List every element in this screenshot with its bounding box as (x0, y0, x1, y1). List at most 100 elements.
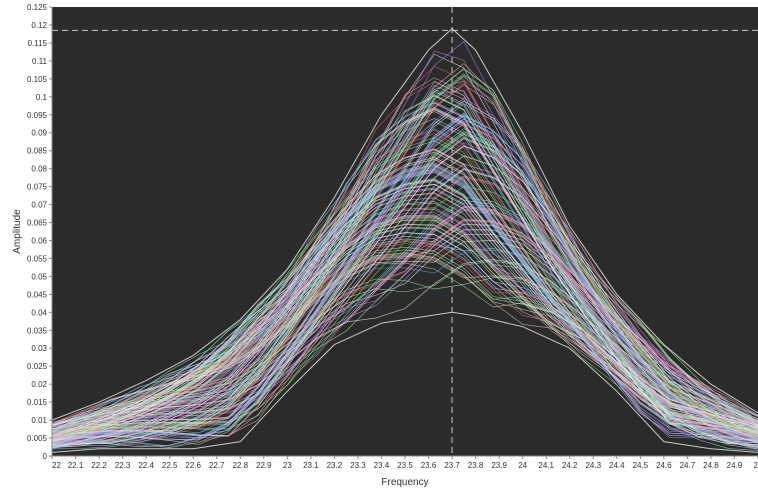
x-tick-label: 22.4 (138, 461, 154, 470)
x-tick-label: 23.5 (397, 461, 413, 470)
y-tick-label: 0.03 (31, 344, 47, 353)
y-tick-label: 0.085 (27, 147, 48, 156)
x-tick-label: 24.4 (609, 461, 625, 470)
x-tick-label: 23.8 (468, 461, 484, 470)
series-line (51, 243, 758, 435)
x-axis-title: Frequency (381, 477, 428, 488)
x-tick-label: 24.7 (680, 461, 696, 470)
y-tick-label: 0 (43, 452, 48, 461)
series-line (51, 216, 758, 432)
series-line (51, 41, 758, 441)
x-tick-label: 22.7 (209, 461, 225, 470)
x-tick-label: 23 (283, 461, 292, 470)
series-line (51, 148, 758, 444)
x-tick-label: 24.2 (562, 461, 578, 470)
x-tick-label: 22.2 (91, 461, 107, 470)
series-line (51, 145, 758, 426)
y-tick-label: 0.02 (31, 380, 47, 389)
series-line (51, 219, 758, 442)
x-tick-label: 22.3 (115, 461, 131, 470)
y-tick-label: 0.045 (27, 290, 48, 299)
x-tick-label: 23.9 (491, 461, 507, 470)
series-line (51, 107, 758, 448)
x-tick-label: 24.9 (727, 461, 743, 470)
x-tick-label: 22.8 (232, 461, 248, 470)
series-line (51, 111, 758, 448)
series-line (51, 232, 758, 434)
series-line (51, 118, 758, 444)
series-line (51, 101, 758, 445)
series-line (51, 169, 758, 423)
series-line (51, 91, 758, 449)
series-line (51, 196, 758, 435)
x-tick-label: 22.5 (162, 461, 178, 470)
x-tick-label: 24.5 (633, 461, 649, 470)
x-tick-label: 22.9 (256, 461, 272, 470)
y-tick-label: 0.015 (27, 398, 48, 407)
y-tick-label: 0.025 (27, 362, 48, 371)
y-tick-label: 0.09 (31, 129, 47, 138)
y-tick-label: 0.105 (27, 75, 48, 84)
series-line (51, 219, 758, 425)
series-line (51, 120, 758, 449)
series-line (51, 224, 758, 439)
x-tick-label: 23.1 (303, 461, 319, 470)
series-line (51, 156, 758, 437)
x-tick-label: 23.2 (327, 461, 343, 470)
series-line (51, 220, 758, 425)
series-line (51, 218, 758, 445)
series-line (51, 115, 758, 447)
series-line (51, 108, 758, 448)
y-tick-label: 0.12 (31, 21, 47, 30)
y-tick-label: 0.01 (31, 416, 47, 425)
series-line (51, 130, 758, 441)
series-line (51, 155, 758, 426)
y-tick-label: 0.115 (28, 39, 48, 48)
series-line (51, 97, 758, 437)
series-line (51, 169, 758, 450)
series-line (51, 199, 758, 425)
y-tick-label: 0.08 (31, 165, 47, 174)
series-line (51, 249, 758, 429)
y-tick-label: 0.06 (31, 236, 47, 245)
series-line (51, 149, 758, 442)
envelope-upper-line (51, 27, 758, 421)
y-axis-title: Amplitude (12, 209, 23, 254)
x-tick-label: 23.4 (374, 461, 390, 470)
y-tick-label: 0.055 (27, 254, 48, 263)
series-line (51, 167, 758, 447)
x-tick-label: 24.1 (538, 461, 554, 470)
series-line (51, 82, 758, 447)
series-line (51, 165, 758, 441)
x-tick-label: 22 (52, 461, 61, 470)
y-tick-label: 0.05 (31, 272, 47, 281)
y-tick-label: 0.11 (32, 57, 48, 66)
series-line (51, 210, 758, 428)
envelope-lower-line (51, 311, 758, 453)
series-line (51, 95, 758, 446)
x-tick-label: 24.6 (656, 461, 672, 470)
series-line (51, 166, 758, 446)
series-line (51, 224, 758, 431)
x-tick-label: 24.8 (703, 461, 719, 470)
y-tick-label: 0.1 (36, 93, 48, 102)
series-line (51, 183, 758, 438)
x-tick-label: 23.7 (444, 461, 460, 470)
series-line (51, 255, 758, 432)
series-line (51, 254, 758, 435)
y-tick-label: 0.035 (27, 326, 48, 335)
x-tick-label: 22.1 (68, 461, 84, 470)
series-layer (51, 27, 758, 453)
x-tick-label: 23.3 (350, 461, 366, 470)
x-tick-label: 23.6 (421, 461, 437, 470)
axis-layer: 0 0.005 0.01 0.015 0.02 0.025 0.03 0.035 0.04 0.0… (27, 3, 758, 470)
series-line (51, 215, 758, 434)
series-line (51, 145, 758, 441)
x-tick-label: 2 (754, 461, 758, 470)
y-tick-label: 0.095 (27, 111, 48, 120)
y-tick-label: 0.065 (27, 219, 48, 228)
y-tick-label: 0.005 (27, 434, 48, 443)
x-tick-label: 24 (518, 461, 527, 470)
cursor-layer (52, 7, 758, 456)
